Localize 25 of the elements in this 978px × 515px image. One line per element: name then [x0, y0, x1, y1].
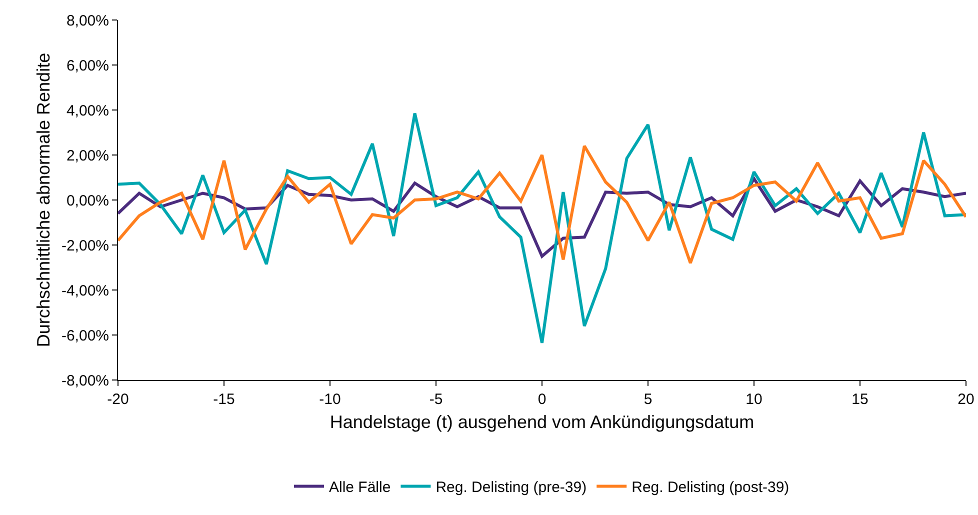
x-tick-label: 20 — [958, 391, 974, 408]
x-tick-label: 15 — [852, 391, 868, 408]
x-tick-label: 10 — [746, 391, 762, 408]
x-tick-label: -15 — [213, 391, 235, 408]
x-tick-label: 5 — [644, 391, 652, 408]
y-tick-label: -6,00% — [61, 327, 109, 344]
line-series — [118, 144, 966, 264]
y-tick-label: 0,00% — [66, 192, 109, 210]
x-tick-label: 0 — [538, 391, 546, 408]
legend-label: Reg. Delisting (pre-39) — [436, 479, 587, 496]
y-tick-label: 6,00% — [66, 57, 109, 74]
x-axis-title: Handelstage (t) ausgehend vom Ankündigungsdatum — [330, 412, 754, 432]
y-tick-label: 4,00% — [66, 102, 109, 120]
legend-label: Reg. Delisting (post-39) — [632, 479, 790, 496]
line-series — [118, 112, 966, 344]
y-tick-label: 2,00% — [66, 147, 109, 164]
x-tick-label: -10 — [319, 391, 341, 408]
x-tick-label: -5 — [429, 391, 443, 408]
y-tick-label: -4,00% — [61, 282, 109, 300]
y-tick-label: 8,00% — [66, 12, 109, 30]
y-tick-label: -8,00% — [61, 372, 109, 390]
legend-label: Alle Fälle — [329, 479, 391, 496]
y-tick-label: -2,00% — [61, 237, 109, 254]
y-axis-title: Durchschnittliche abnormale Rendite — [34, 52, 54, 348]
x-tick-label: -20 — [107, 391, 129, 408]
